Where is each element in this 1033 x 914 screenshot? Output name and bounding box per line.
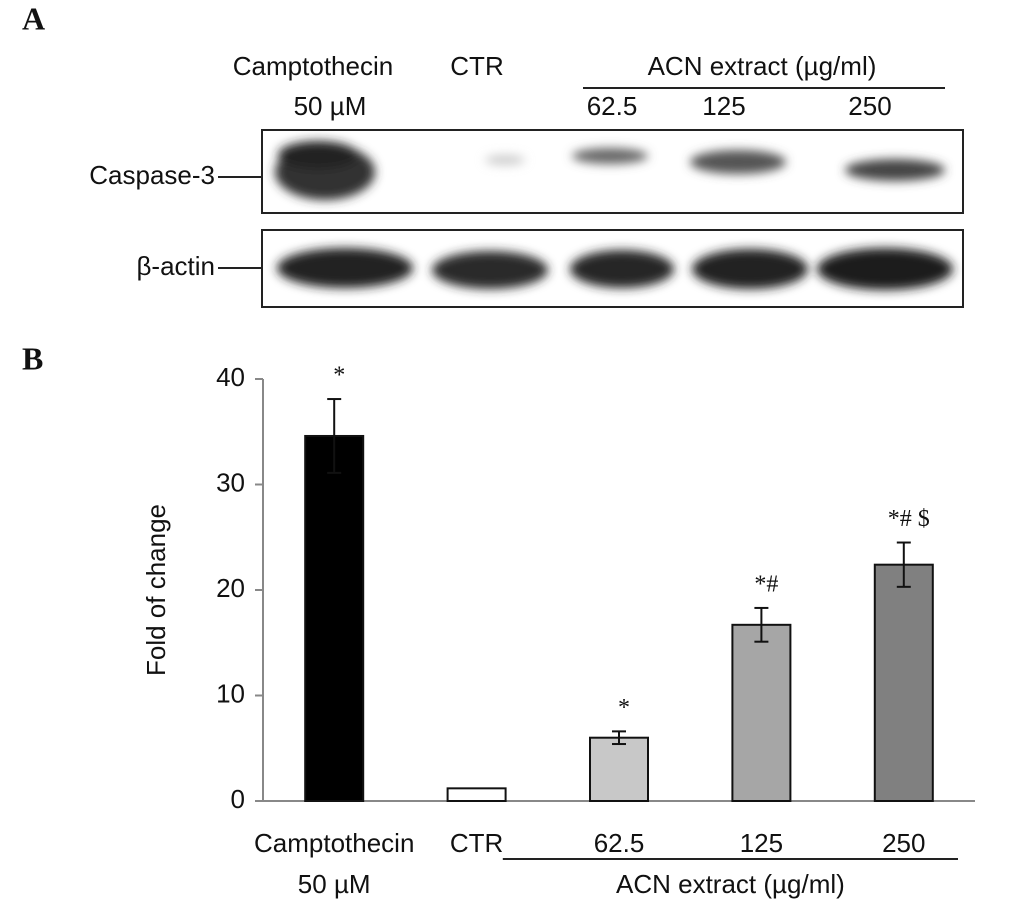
x-tick-label: 125 [740,828,783,858]
blot-caspase [261,129,964,214]
annotation: *# $ [888,506,930,532]
bar [731,623,792,802]
annotation: *# [754,571,778,597]
y-tick-label: 40 [216,362,245,392]
y-tick-label: 30 [216,467,245,497]
x-tick-label: CTR [450,828,503,858]
annotation: * [333,363,345,389]
annotation: * [618,695,630,721]
group-label: ACN extract (µg/ml) [648,51,877,81]
lane-label: 62.5 [587,91,638,121]
bar [304,434,365,802]
bar [873,563,934,802]
bar [446,787,507,803]
y-tick-label: 20 [216,573,245,603]
x-tick-label: 62.5 [594,828,645,858]
blot-actin [261,229,964,308]
group-label: ACN extract (µg/ml) [616,869,845,899]
panel-label: B [22,340,43,376]
y-tick-label: 10 [216,678,245,708]
y-tick-label: 0 [231,784,245,814]
bar [589,736,649,803]
x-tick-sublabel: 50 µM [298,869,371,899]
lane-label: Camptothecin [233,51,393,81]
protein-label: β-actin [136,251,215,281]
lane-label: 125 [702,91,745,121]
panel-label: A [22,0,45,36]
lane-label: 250 [848,91,891,121]
protein-label: Caspase-3 [89,160,215,190]
y-axis-label: Fold of change [141,504,171,676]
x-tick-label: Camptothecin [254,828,414,858]
lane-sublabel: 50 µM [294,91,367,121]
lane-label: CTR [450,51,503,81]
x-tick-label: 250 [882,828,925,858]
